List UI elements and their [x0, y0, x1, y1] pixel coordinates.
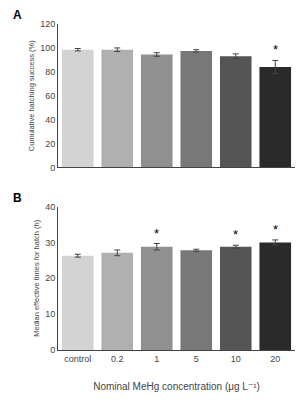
svg-text:*: * [233, 227, 238, 242]
svg-text:*: * [273, 42, 278, 57]
svg-text:Median effective times for hat: Median effective times for hatch (h) [32, 219, 41, 336]
svg-text:10: 10 [231, 354, 241, 364]
svg-text:40: 40 [45, 202, 55, 212]
svg-text:80: 80 [45, 67, 55, 77]
svg-text:10: 10 [45, 309, 55, 319]
svg-text:0: 0 [50, 163, 55, 173]
svg-text:100: 100 [40, 43, 55, 53]
svg-text:20: 20 [270, 354, 280, 364]
svg-text:control: control [64, 354, 91, 364]
svg-text:A: A [13, 8, 22, 22]
svg-text:1: 1 [154, 354, 159, 364]
svg-text:B: B [13, 191, 22, 205]
svg-text:0.2: 0.2 [111, 354, 124, 364]
svg-text:*: * [273, 222, 278, 237]
svg-text:30: 30 [45, 238, 55, 248]
svg-text:60: 60 [45, 91, 55, 101]
svg-text:0: 0 [50, 345, 55, 355]
svg-text:Cumulative hatching success (%: Cumulative hatching success (%) [27, 40, 36, 151]
svg-text:Nominal MeHg concentration (μg: Nominal MeHg concentration (μg L⁻¹) [93, 381, 260, 392]
svg-text:40: 40 [45, 115, 55, 125]
svg-text:5: 5 [194, 354, 199, 364]
svg-text:20: 20 [45, 273, 55, 283]
svg-text:*: * [154, 226, 159, 241]
svg-text:120: 120 [40, 19, 55, 29]
svg-text:20: 20 [45, 139, 55, 149]
